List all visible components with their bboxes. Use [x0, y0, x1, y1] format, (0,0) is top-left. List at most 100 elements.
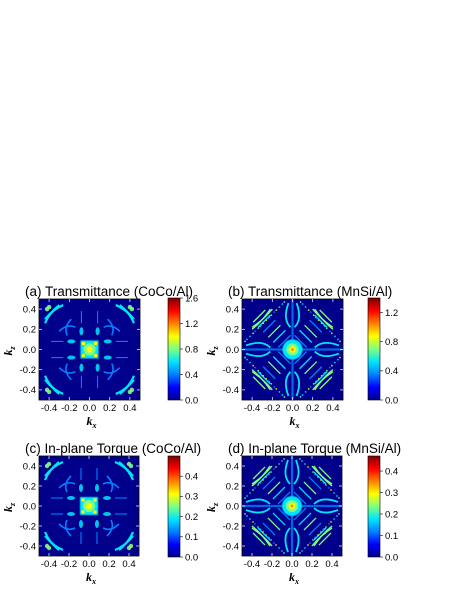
diagonal-band	[252, 309, 266, 323]
y-tick-label: -0.2	[20, 365, 36, 376]
y-tick-label: -0.4	[223, 541, 239, 552]
colorbar-tick-label: 0.4	[185, 472, 198, 483]
speckle	[325, 327, 328, 330]
band-arc	[119, 304, 135, 324]
diagonal-band	[309, 319, 323, 333]
speckle	[309, 385, 312, 388]
speckle	[270, 539, 272, 541]
diagonal-band	[298, 512, 312, 526]
speckle	[246, 358, 248, 361]
y-tick-label: 0.4	[226, 461, 239, 472]
band-arc	[284, 527, 291, 553]
band-arc	[313, 507, 339, 514]
speckle	[309, 311, 312, 314]
band-lobe	[67, 512, 75, 516]
diagonal-band	[318, 532, 332, 546]
speckle	[249, 361, 251, 364]
x-axis-label: kx	[290, 414, 300, 430]
speckle	[317, 377, 320, 380]
speckle	[281, 394, 284, 396]
y-tick-label: 0.4	[23, 304, 36, 315]
band-arc	[44, 304, 60, 324]
speckle	[257, 327, 260, 330]
speckle	[315, 474, 317, 476]
speckle	[330, 521, 332, 523]
speckle	[246, 495, 248, 497]
y-tick-label: 0.2	[23, 481, 36, 492]
speckle	[339, 356, 341, 359]
speckle	[320, 322, 323, 325]
speckle	[312, 471, 314, 473]
speckle	[299, 301, 302, 303]
diagonal-band	[293, 507, 307, 521]
x-axis-label: kx	[86, 570, 96, 586]
speckle	[307, 387, 310, 390]
speckle	[278, 391, 281, 393]
speckle	[273, 385, 276, 388]
speckle	[273, 311, 276, 314]
speckle	[262, 531, 264, 533]
band-arc	[65, 363, 72, 381]
band-arc	[64, 475, 72, 493]
band-spot	[44, 306, 50, 312]
y-tick-label: 0.0	[23, 501, 36, 512]
band-lobe	[103, 496, 111, 500]
y-tick-label: -0.2	[20, 521, 36, 532]
colorbar-tick-label: 0.1	[185, 532, 198, 543]
heatmap	[242, 456, 342, 556]
band-spot	[128, 463, 134, 469]
colorbar-tick-label: 0.4	[385, 366, 398, 377]
band-arc	[103, 367, 121, 374]
colorbar	[367, 455, 381, 558]
x-tick-label: 0.0	[286, 403, 299, 414]
diagonal-band	[298, 486, 312, 500]
speckle	[273, 468, 275, 470]
speckle	[283, 301, 286, 303]
band-arc	[106, 475, 114, 493]
speckle	[314, 537, 316, 539]
speckle	[323, 325, 326, 328]
colorbar-tick-label: 0.3	[385, 488, 398, 499]
speckle	[339, 340, 341, 343]
y-tick-label: 0.2	[226, 481, 239, 492]
speckle	[299, 458, 301, 460]
diagonal-band	[277, 507, 291, 521]
band-arc	[251, 369, 271, 391]
x-tick-label: -0.2	[264, 559, 280, 570]
speckle	[336, 515, 338, 517]
band-lobe	[103, 355, 112, 360]
speckle	[299, 396, 302, 398]
colorbar-tick-label: 0.8	[385, 337, 398, 348]
speckle	[328, 487, 330, 489]
speckle	[275, 387, 278, 390]
band-arc	[245, 507, 271, 514]
speckle	[281, 460, 283, 462]
band-lobe	[103, 339, 112, 344]
colorbar-tick-label: 0.0	[385, 552, 398, 563]
diagonal-band	[314, 371, 328, 385]
speckle	[314, 380, 317, 383]
speckle	[299, 552, 301, 554]
band-lobe	[79, 520, 83, 528]
x-tick-label: -0.4	[244, 559, 260, 570]
y-tick-label: -0.2	[223, 365, 239, 376]
center-satellite	[93, 510, 97, 514]
speckle	[267, 536, 269, 538]
band-lobe	[79, 363, 84, 372]
y-tick-label: -0.4	[20, 541, 36, 552]
diagonal-band	[277, 351, 291, 365]
panel-d: (d) In-plane Torque (MnSi/Al) -0.4 -0.2 0.0…	[204, 441, 401, 586]
speckle	[270, 382, 273, 385]
band-arc	[65, 318, 72, 336]
speckle	[307, 466, 309, 468]
panel-title: (d) In-plane Torque (MnSi/Al)	[228, 441, 401, 456]
diagonal-band	[277, 491, 291, 505]
band-lobe	[95, 484, 99, 492]
colorbar	[167, 455, 181, 558]
speckle	[328, 330, 331, 333]
colorbar-tick-label: 0.2	[385, 509, 398, 520]
speckle	[252, 521, 254, 523]
band-arc	[64, 519, 72, 537]
speckle	[262, 479, 264, 481]
